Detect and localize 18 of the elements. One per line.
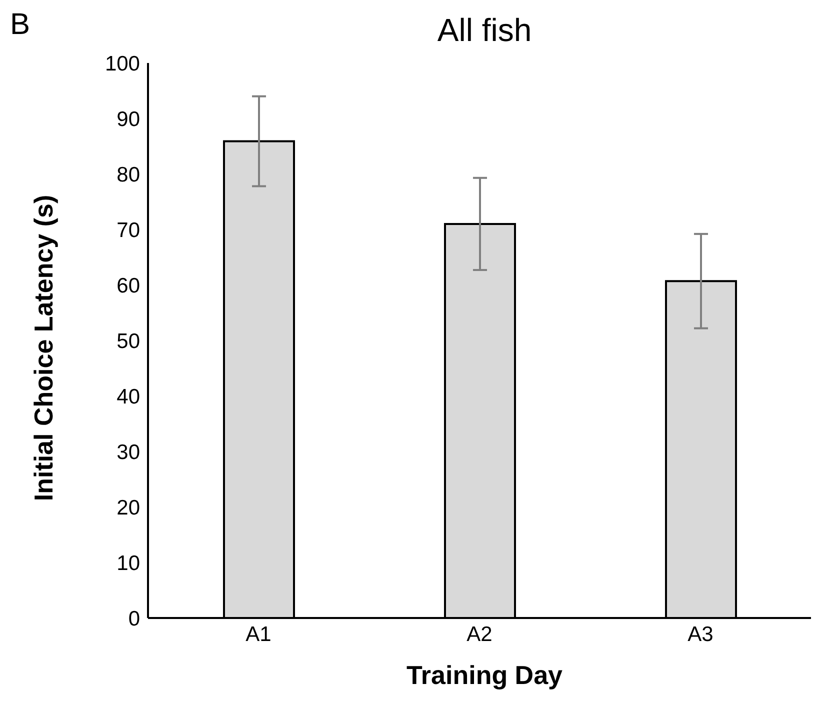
y-tick-label: 90 bbox=[116, 108, 140, 131]
y-tick-label: 100 bbox=[104, 52, 140, 76]
y-axis-title: Initial Choice Latency (s) bbox=[28, 194, 60, 502]
y-tick-label: 70 bbox=[116, 218, 140, 242]
x-axis-title: Training Day bbox=[405, 660, 564, 691]
y-tick-label: 30 bbox=[116, 440, 140, 464]
y-tick-label: 80 bbox=[116, 163, 140, 186]
y-tick-label: 0 bbox=[128, 607, 140, 630]
text: B bbox=[10, 8, 30, 42]
y-tick-label: 20 bbox=[116, 496, 140, 520]
x-tick-label: A3 bbox=[688, 622, 714, 646]
y-tick-label: 60 bbox=[116, 274, 140, 298]
x-tick-label: A1 bbox=[246, 622, 272, 646]
y-tick-label: 10 bbox=[116, 552, 140, 575]
y-tick-label: 40 bbox=[116, 385, 140, 408]
x-tick-label: A2 bbox=[466, 622, 492, 646]
y-tick-label: 50 bbox=[116, 330, 140, 353]
chart-title: All fish bbox=[436, 12, 533, 49]
